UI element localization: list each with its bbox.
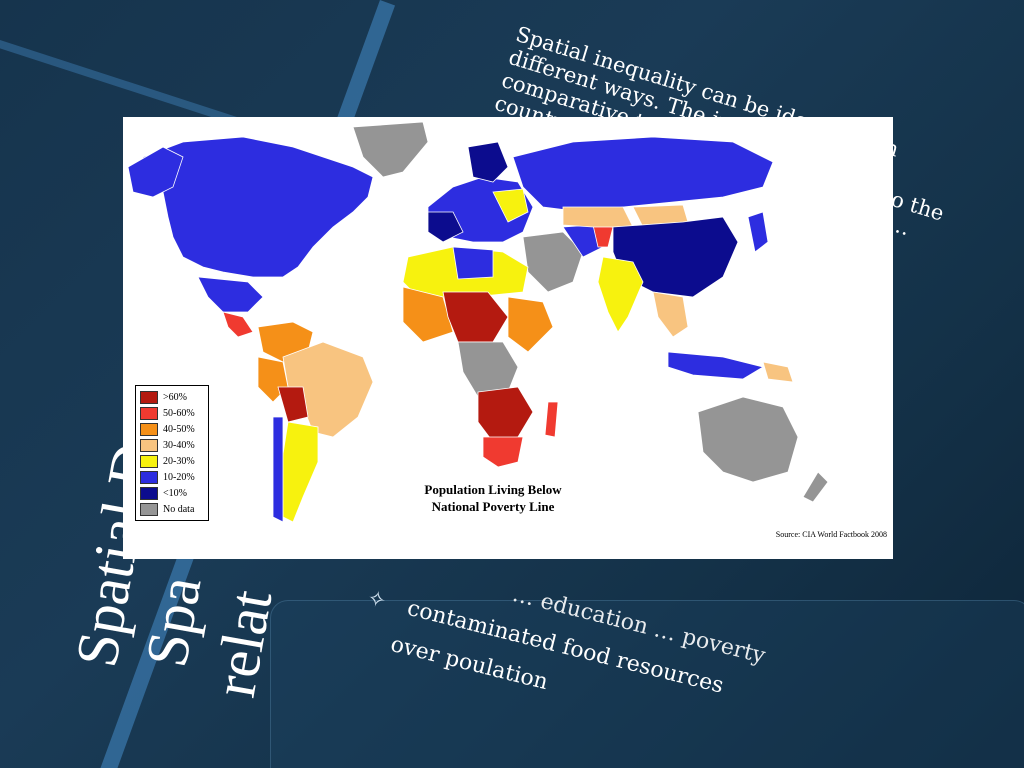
legend-swatch xyxy=(140,454,158,468)
map-title: Population Living Below National Poverty… xyxy=(403,481,583,515)
region-russia xyxy=(512,136,774,213)
legend-entry: 10-20% xyxy=(140,469,204,485)
star-outline-icon: ✧ xyxy=(364,585,389,615)
legend-entry: 50-60% xyxy=(140,405,204,421)
legend-entry: 30-40% xyxy=(140,437,204,453)
region-western-europe xyxy=(427,211,464,243)
region-bolivia xyxy=(277,386,309,423)
legend-label: No data xyxy=(163,503,195,515)
legend-swatch xyxy=(140,470,158,484)
slide-title-line: Spa xyxy=(132,571,214,672)
legend-label: 40-50% xyxy=(163,423,195,435)
region-north-america xyxy=(142,136,374,278)
region-central-asia xyxy=(562,206,634,228)
legend-label: <10% xyxy=(163,487,187,499)
legend-swatch xyxy=(140,422,158,436)
region-southeast-asia xyxy=(652,291,689,338)
legend-label: 50-60% xyxy=(163,407,195,419)
region-libya xyxy=(452,246,494,280)
legend-label: 10-20% xyxy=(163,471,195,483)
region-central-america xyxy=(222,311,254,338)
region-scandinavia xyxy=(467,141,509,183)
region-southeast-africa xyxy=(477,386,534,443)
region-eastern-europe xyxy=(492,188,529,223)
legend-entry: 20-30% xyxy=(140,453,204,469)
legend-entry: No data xyxy=(140,501,204,517)
legend-entry: >60% xyxy=(140,389,204,405)
legend-swatch xyxy=(140,502,158,516)
legend-swatch xyxy=(140,438,158,452)
region-new-zealand xyxy=(802,471,829,503)
map-legend: >60% 50-60% 40-50% 30-40% 20-30% 10-20% … xyxy=(135,385,209,521)
region-south-africa xyxy=(482,436,524,468)
region-east-africa xyxy=(507,296,554,353)
legend-label: >60% xyxy=(163,391,187,403)
decorative-panel xyxy=(270,600,1024,768)
region-papua xyxy=(762,361,794,383)
region-middle-east xyxy=(522,231,584,293)
legend-label: 20-30% xyxy=(163,455,195,467)
region-japan xyxy=(747,211,769,253)
map-source-note: Source: CIA World Factbook 2008 xyxy=(775,530,887,539)
legend-entry: 40-50% xyxy=(140,421,204,437)
region-mexico xyxy=(197,276,264,313)
region-chile xyxy=(272,416,284,523)
region-australia xyxy=(697,396,799,483)
poverty-world-map: >60% 50-60% 40-50% 30-40% 20-30% 10-20% … xyxy=(123,117,893,559)
region-indonesia xyxy=(667,351,765,380)
region-greenland xyxy=(352,121,429,178)
region-madagascar xyxy=(544,401,559,438)
legend-label: 30-40% xyxy=(163,439,195,451)
region-alaska xyxy=(127,146,184,198)
region-argentina xyxy=(280,421,319,523)
map-title-line: Population Living Below xyxy=(424,482,562,497)
legend-swatch xyxy=(140,390,158,404)
map-drawing xyxy=(127,121,829,523)
map-title-line: National Poverty Line xyxy=(431,499,555,514)
region-india xyxy=(597,256,644,333)
region-sahel xyxy=(442,291,509,343)
region-west-africa xyxy=(402,286,454,343)
legend-swatch xyxy=(140,406,158,420)
legend-entry: <10% xyxy=(140,485,204,501)
legend-swatch xyxy=(140,486,158,500)
